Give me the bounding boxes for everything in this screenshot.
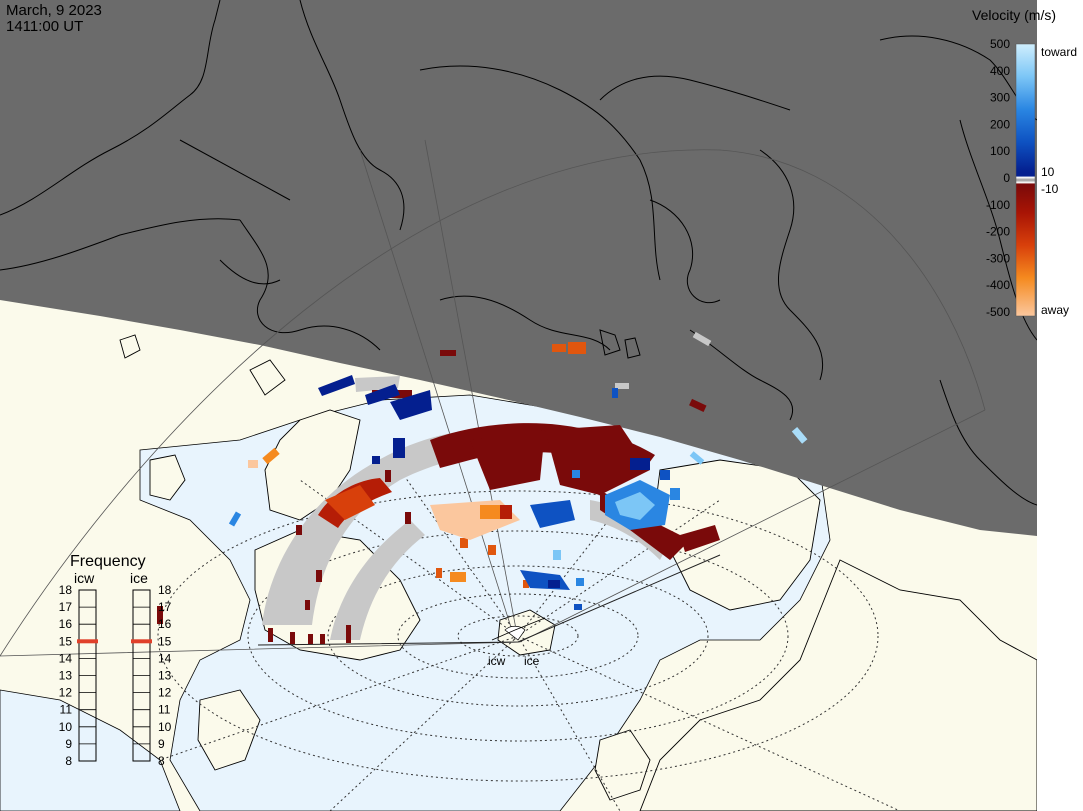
colorbar-tick-label: -500 xyxy=(986,305,1010,319)
frequency-scale-label: 13 xyxy=(158,669,172,683)
frequency-scale-label: 8 xyxy=(158,754,165,768)
frequency-title: Frequency xyxy=(70,553,146,570)
frequency-scale-label: 9 xyxy=(65,737,72,751)
frequency-scale-label: 12 xyxy=(59,686,73,700)
frequency-scale-icw: 18 17 16 15 14 13 12 11 10 9 8 xyxy=(59,583,73,768)
frequency-scale-label: 12 xyxy=(158,686,172,700)
colorbar-tick-label: 400 xyxy=(990,64,1010,78)
velocity-cells-away-fast xyxy=(248,342,586,588)
colorbar-tick-label: 0 xyxy=(1003,171,1010,185)
frequency-scale-label: 14 xyxy=(158,651,172,665)
frequency-scale-label: 17 xyxy=(59,600,73,614)
coordinate-grid xyxy=(0,139,986,657)
colorbar-tick-label: -200 xyxy=(986,225,1010,239)
station-label-icw: icw xyxy=(488,654,506,668)
gs-cell xyxy=(615,383,629,389)
frequency-scale-label: 8 xyxy=(65,754,72,768)
colorbar-tick-label: 100 xyxy=(990,144,1010,158)
frequency-scale-label: 10 xyxy=(158,720,172,734)
colorbar-tick-label: 200 xyxy=(990,117,1010,131)
frequency-scale-label: 18 xyxy=(158,583,172,597)
colorbar-near-zero-negative: -10 xyxy=(1041,182,1059,196)
velocity-colorbar xyxy=(1015,43,1036,317)
frequency-scale-label: 15 xyxy=(158,634,172,648)
frequency-scale-label: 13 xyxy=(59,669,73,683)
frequency-scale-label: 16 xyxy=(158,617,172,631)
colorbar-title: Velocity (m/s) xyxy=(972,7,1056,23)
colorbar-tick-label: -300 xyxy=(986,251,1010,265)
time-label: 1411:00 UT xyxy=(6,18,83,35)
velocity-cells-toward xyxy=(228,375,808,610)
frequency-bar-cells xyxy=(79,606,150,745)
colorbar-tick-label: -400 xyxy=(986,278,1010,292)
radar-fov-edge xyxy=(257,554,721,646)
colorbar-tick-label: 300 xyxy=(990,91,1010,105)
radar-station-marker xyxy=(491,617,546,641)
frequency-scale-label: 17 xyxy=(158,600,172,614)
colorbar-tick-labels: 500 400 300 200 100 0 -100 -200 -300 -400 -500 xyxy=(986,37,1010,319)
colorbar-toward-label: toward xyxy=(1041,45,1077,59)
frequency-panel: Frequency icw ice 18 17 16 15 14 13 12 11 10 9 8 1… xyxy=(59,553,172,768)
frequency-column-label-icw: icw xyxy=(74,570,95,586)
night-region xyxy=(0,0,1037,536)
frequency-scale-label: 10 xyxy=(59,720,73,734)
colorbar-away-label: away xyxy=(1041,303,1069,317)
date-label: March, 9 2023 xyxy=(6,2,102,19)
frequency-scale-label: 11 xyxy=(158,703,171,717)
station-label-ice: ice xyxy=(524,654,540,668)
frequency-scale-label: 15 xyxy=(59,634,73,648)
frequency-scale-label: 9 xyxy=(158,737,165,751)
frequency-scale-label: 18 xyxy=(59,583,73,597)
frequency-scale-label: 14 xyxy=(59,651,73,665)
frequency-scale-label: 16 xyxy=(59,617,73,631)
frequency-column-label-ice: ice xyxy=(130,570,148,586)
frequency-marker-ice xyxy=(131,639,152,644)
frequency-scale-ice: 18 17 16 15 14 13 12 11 10 9 8 xyxy=(158,583,172,768)
frequency-scale-label: 11 xyxy=(60,703,73,717)
colorbar-tick-label: -100 xyxy=(986,198,1010,212)
colorbar-background xyxy=(1037,0,1083,811)
frequency-marker-icw xyxy=(77,639,98,644)
colorbar-near-zero-positive: 10 xyxy=(1041,165,1055,179)
colorbar-tick-label: 500 xyxy=(990,37,1010,51)
